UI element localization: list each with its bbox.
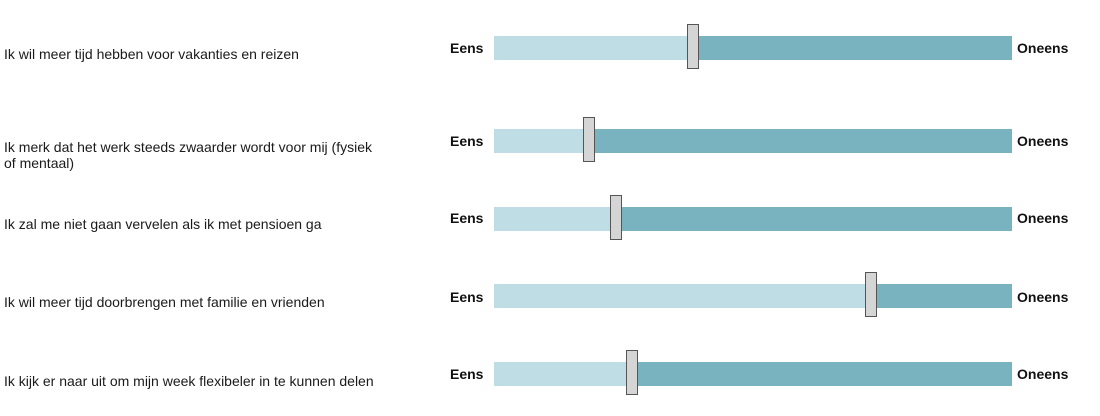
slider-thumb[interactable] xyxy=(625,350,638,395)
statement-text: Ik merk dat het werk steeds zwaarder wor… xyxy=(4,139,373,171)
slider-track[interactable] xyxy=(494,117,1012,162)
slider-agree-fill xyxy=(494,36,694,60)
disagree-label: Oneens xyxy=(1017,210,1069,226)
slider-thumb[interactable] xyxy=(686,24,699,69)
slider-agree-fill xyxy=(494,284,873,308)
slider-track[interactable] xyxy=(494,195,1012,240)
agree-label: Eens xyxy=(450,40,484,56)
statement-text: Ik zal me niet gaan vervelen als ik met … xyxy=(4,216,322,232)
slider-thumb[interactable] xyxy=(610,195,623,240)
slider-track[interactable] xyxy=(494,350,1012,395)
statement-text: Ik kijk er naar uit om mijn week flexibe… xyxy=(4,373,374,389)
disagree-label: Oneens xyxy=(1017,366,1069,382)
slider-agree-fill xyxy=(494,129,590,153)
statement-text: Ik wil meer tijd hebben voor vakanties e… xyxy=(4,46,299,62)
slider-agree-fill xyxy=(494,362,633,386)
agree-label: Eens xyxy=(450,366,484,382)
agree-label: Eens xyxy=(450,133,484,149)
disagree-label: Oneens xyxy=(1017,40,1069,56)
slider-thumb[interactable] xyxy=(582,117,595,162)
disagree-label: Oneens xyxy=(1017,289,1069,305)
slider-thumb[interactable] xyxy=(865,272,878,317)
slider-track[interactable] xyxy=(494,272,1012,317)
agree-label: Eens xyxy=(450,210,484,226)
agree-label: Eens xyxy=(450,289,484,305)
statement-text: Ik wil meer tijd doorbrengen met familie… xyxy=(4,294,325,310)
slider-agree-fill xyxy=(494,207,618,231)
disagree-label: Oneens xyxy=(1017,133,1069,149)
slider-track[interactable] xyxy=(494,24,1012,69)
